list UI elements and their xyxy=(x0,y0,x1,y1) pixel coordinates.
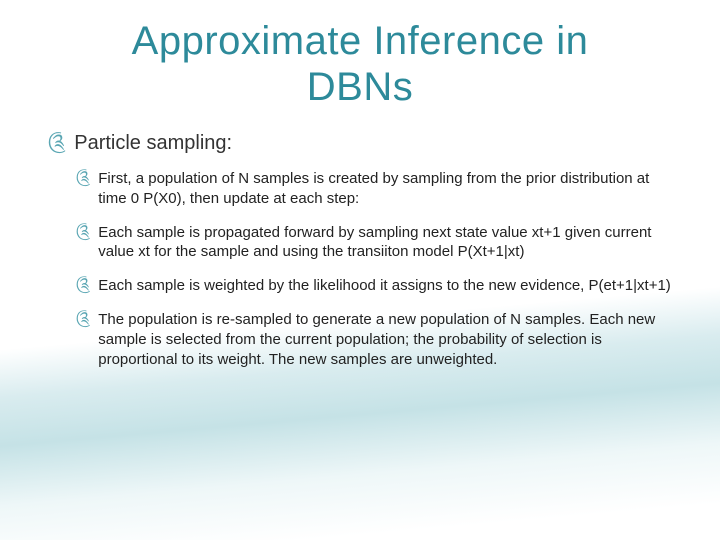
title-line-1: Approximate Inference in xyxy=(132,19,589,63)
list-item-text: First, a population of N samples is crea… xyxy=(98,169,674,209)
list-item-text: Each sample is weighted by the likelihoo… xyxy=(98,276,671,296)
section-heading: ༊ Particle sampling: xyxy=(46,132,674,155)
bullet-list: ༊ First, a population of N samples is cr… xyxy=(76,169,674,369)
list-item: ༊ First, a population of N samples is cr… xyxy=(76,169,674,209)
script-bullet-icon: ༊ xyxy=(76,224,90,240)
list-item: ༊ Each sample is propagated forward by s… xyxy=(76,223,674,263)
list-item: ༊ The population is re-sampled to genera… xyxy=(76,310,674,369)
list-item: ༊ Each sample is weighted by the likelih… xyxy=(76,276,674,296)
title-line-2: DBNs xyxy=(307,65,413,109)
list-item-text: The population is re-sampled to generate… xyxy=(98,310,674,369)
script-bullet-icon: ༊ xyxy=(76,170,90,186)
script-bullet-icon: ༊ xyxy=(76,277,90,293)
section-heading-text: Particle sampling: xyxy=(74,132,232,154)
script-bullet-icon: ༊ xyxy=(48,132,66,152)
script-bullet-icon: ༊ xyxy=(76,311,90,327)
list-item-text: Each sample is propagated forward by sam… xyxy=(98,223,674,263)
slide-title: Approximate Inference in DBNs xyxy=(46,18,674,110)
